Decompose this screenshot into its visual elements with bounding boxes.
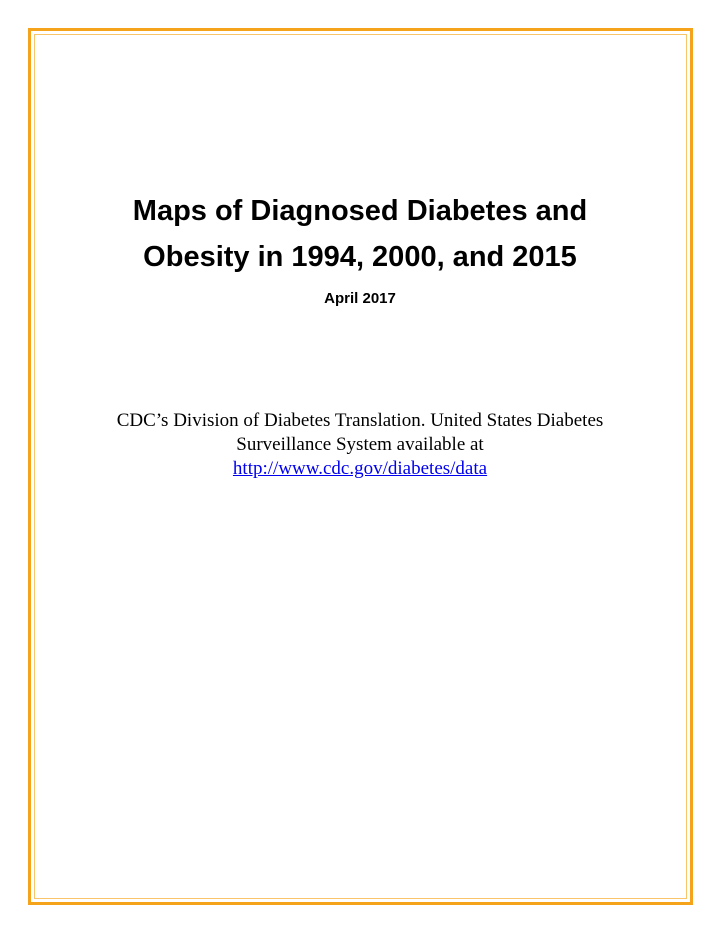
publication-date: April 2017 — [324, 290, 396, 307]
page-border — [28, 28, 693, 905]
document-title: Maps of Diagnosed Diabetes and Obesity i… — [0, 188, 720, 280]
citation-link-line: http://www.cdc.gov/diabetes/data — [0, 457, 720, 481]
citation-line-2: Surveillance System available at — [236, 434, 484, 455]
citation-line-1: CDC’s Division of Diabetes Translation. … — [116, 410, 604, 431]
title-line-2: Obesity in 1994, 2000, and 2015 — [143, 241, 577, 273]
data-source-link[interactable]: http://www.cdc.gov/diabetes/data — [232, 458, 488, 479]
citation-block: CDC’s Division of Diabetes Translation. … — [0, 409, 720, 481]
title-line-1: Maps of Diagnosed Diabetes and — [132, 195, 588, 227]
